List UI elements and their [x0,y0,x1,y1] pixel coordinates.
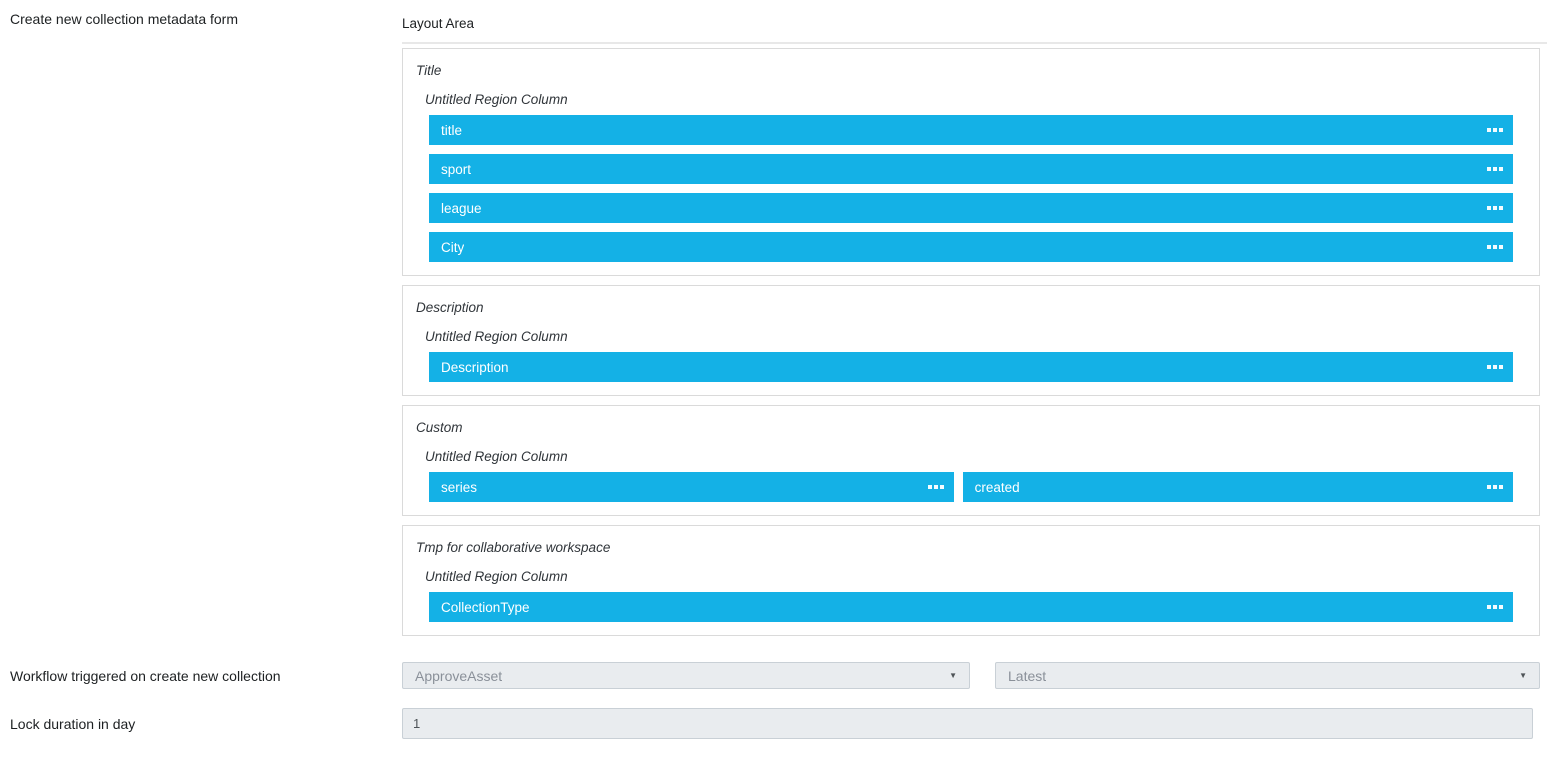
drag-handle-icon[interactable] [1487,167,1503,171]
field-bar-description[interactable]: Description [429,352,1513,382]
field-bar-label: Description [441,359,509,375]
region-title: Tmp for collaborative workspace [416,540,611,555]
dropdown-arrow-icon[interactable]: ▼ [949,671,957,680]
field-bar-label: league [441,200,482,216]
field-bar-sport[interactable]: sport [429,154,1513,184]
layout-area-title: Layout Area [402,16,475,31]
region-box-description[interactable]: Description Untitled Region Column Descr… [402,285,1540,396]
field-bar-created[interactable]: created [962,472,1513,502]
workflow-version-select[interactable]: Latest ▼ [995,662,1540,689]
region-box-tmp-collaborative-workspace[interactable]: Tmp for collaborative workspace Untitled… [402,525,1540,636]
workflow-label: Workflow triggered on create new collect… [10,667,281,684]
field-bar-title[interactable]: title [429,115,1513,145]
field-bar-league[interactable]: league [429,193,1513,223]
region-title: Description [416,300,484,315]
drag-handle-icon[interactable] [1487,365,1503,369]
field-bar-collectiontype[interactable]: CollectionType [429,592,1513,622]
region-column: Untitled Region Column title sport [416,91,1513,262]
field-bar-series[interactable]: series [429,472,954,502]
region-column: Untitled Region Column CollectionType [416,568,1513,622]
region-box-custom[interactable]: Custom Untitled Region Column series cre… [402,405,1540,516]
drag-handle-icon[interactable] [1487,605,1503,609]
drag-handle-icon[interactable] [1487,206,1503,210]
lock-duration-input[interactable] [402,708,1533,739]
field-bar-label: created [974,479,1020,495]
region-column-title: Untitled Region Column [425,329,568,344]
workflow-select-value: ApproveAsset [415,667,503,684]
field-bar-label: City [441,239,465,255]
workflow-version-select-value: Latest [1008,667,1047,684]
drag-handle-icon[interactable] [1487,485,1503,489]
drag-handle-icon[interactable] [1487,245,1503,249]
workflow-select[interactable]: ApproveAsset ▼ [402,662,970,689]
region-column: Untitled Region Column series created [416,448,1513,502]
field-bar-label: CollectionType [441,599,530,615]
region-column: Untitled Region Column Description [416,328,1513,382]
region-column-title: Untitled Region Column [425,569,568,584]
form-title-label: Create new collection metadata form [10,11,238,27]
drag-handle-icon[interactable] [1487,128,1503,132]
region-title: Title [416,63,442,78]
drag-handle-icon[interactable] [927,485,944,489]
layout-area-divider [402,42,1547,44]
region-column-title: Untitled Region Column [425,449,568,464]
field-bar-label: series [441,479,478,495]
field-bar-label: title [441,122,463,138]
region-box-title[interactable]: Title Untitled Region Column title sp [402,48,1540,276]
field-bar-label: sport [441,161,472,177]
region-column-title: Untitled Region Column [425,92,568,107]
region-title: Custom [416,420,463,435]
field-bar-city[interactable]: City [429,232,1513,262]
dropdown-arrow-icon[interactable]: ▼ [1519,671,1527,680]
lock-duration-label: Lock duration in day [10,715,136,732]
layout-area: Layout Area Title Untitled Region Column… [402,0,1547,645]
